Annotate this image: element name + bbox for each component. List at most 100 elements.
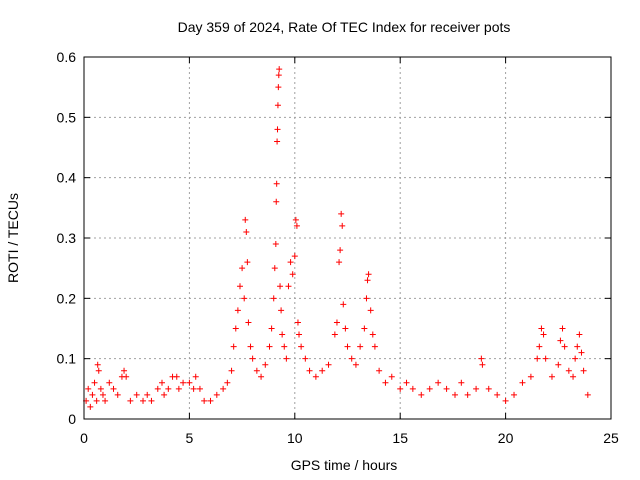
x-tick-label: 15 <box>392 430 408 446</box>
data-point <box>274 102 281 109</box>
data-point <box>519 379 526 386</box>
data-point <box>220 385 227 392</box>
y-tick-labels: 0 0.1 0.2 0.3 0.4 0.5 0.6 <box>57 49 77 427</box>
y-axis-label: ROTI / TECUs <box>5 193 21 283</box>
data-point <box>127 397 134 404</box>
data-point <box>268 325 275 332</box>
x-tick-label: 10 <box>287 430 303 446</box>
data-point <box>249 355 256 362</box>
axis-ticks <box>83 56 612 420</box>
data-point <box>570 373 577 380</box>
data-point <box>548 373 555 380</box>
data-point <box>190 385 197 392</box>
data-point <box>274 138 281 145</box>
data-point <box>298 343 305 350</box>
data-point <box>87 403 94 410</box>
data-point <box>165 385 172 392</box>
data-point <box>388 373 395 380</box>
data-point <box>291 253 298 260</box>
data-point <box>271 265 278 272</box>
data-point <box>403 379 410 386</box>
data-point <box>266 343 273 350</box>
data-point <box>283 355 290 362</box>
data-point <box>580 367 587 374</box>
data-point <box>239 265 246 272</box>
data-point <box>502 397 509 404</box>
data-point <box>361 325 368 332</box>
data-point <box>325 361 332 368</box>
y-tick-label: 0.5 <box>57 109 77 125</box>
data-point <box>253 367 260 374</box>
x-tick-label: 25 <box>603 430 619 446</box>
data-point <box>154 385 161 392</box>
data-point <box>561 343 568 350</box>
data-point <box>302 355 309 362</box>
data-point <box>574 343 581 350</box>
data-point <box>273 180 280 187</box>
y-tick-label: 0.2 <box>57 290 77 306</box>
data-point <box>213 391 220 398</box>
data-point <box>234 307 241 314</box>
data-point <box>418 391 425 398</box>
data-point <box>123 373 130 380</box>
data-point <box>275 72 282 79</box>
y-tick-label: 0.6 <box>57 49 77 65</box>
data-point <box>99 391 106 398</box>
data-point <box>270 295 277 302</box>
data-point <box>140 397 147 404</box>
data-point <box>485 385 492 392</box>
data-point <box>245 319 252 326</box>
data-point <box>186 379 193 386</box>
data-point <box>397 385 404 392</box>
data-point <box>367 307 374 314</box>
chart-title: Day 359 of 2024, Rate Of TEC Index for r… <box>178 19 511 35</box>
data-point <box>344 343 351 350</box>
data-point <box>452 391 459 398</box>
data-point <box>95 367 102 374</box>
data-point <box>93 397 100 404</box>
data-point <box>357 343 364 350</box>
data-point <box>578 349 585 356</box>
data-points <box>83 66 591 410</box>
data-point <box>364 277 371 284</box>
data-point <box>584 391 591 398</box>
data-point <box>274 126 281 133</box>
data-point <box>443 385 450 392</box>
data-point <box>180 379 187 386</box>
data-point <box>296 331 303 338</box>
data-point <box>97 385 104 392</box>
data-point <box>565 367 572 374</box>
data-point <box>369 331 376 338</box>
data-point <box>148 397 155 404</box>
data-point <box>337 247 344 254</box>
data-point <box>207 397 214 404</box>
data-point <box>228 367 235 374</box>
data-point <box>196 385 203 392</box>
data-point <box>241 295 248 302</box>
data-point <box>363 295 370 302</box>
data-point <box>102 397 109 404</box>
data-point <box>281 343 288 350</box>
data-point <box>285 283 292 290</box>
data-point <box>435 379 442 386</box>
data-point <box>352 361 359 368</box>
data-point <box>382 379 389 386</box>
data-point <box>333 319 340 326</box>
data-point <box>287 259 294 266</box>
data-point <box>85 385 92 392</box>
data-point <box>336 259 343 266</box>
data-point <box>94 361 101 368</box>
data-point <box>572 355 579 362</box>
x-tick-labels: 0 5 10 15 20 25 <box>80 430 619 446</box>
data-point <box>161 391 168 398</box>
data-point <box>426 385 433 392</box>
data-point <box>534 355 541 362</box>
data-point <box>262 361 269 368</box>
data-point <box>536 343 543 350</box>
data-point <box>158 379 165 386</box>
x-tick-label: 0 <box>80 430 88 446</box>
data-point <box>192 373 199 380</box>
data-point <box>458 379 465 386</box>
